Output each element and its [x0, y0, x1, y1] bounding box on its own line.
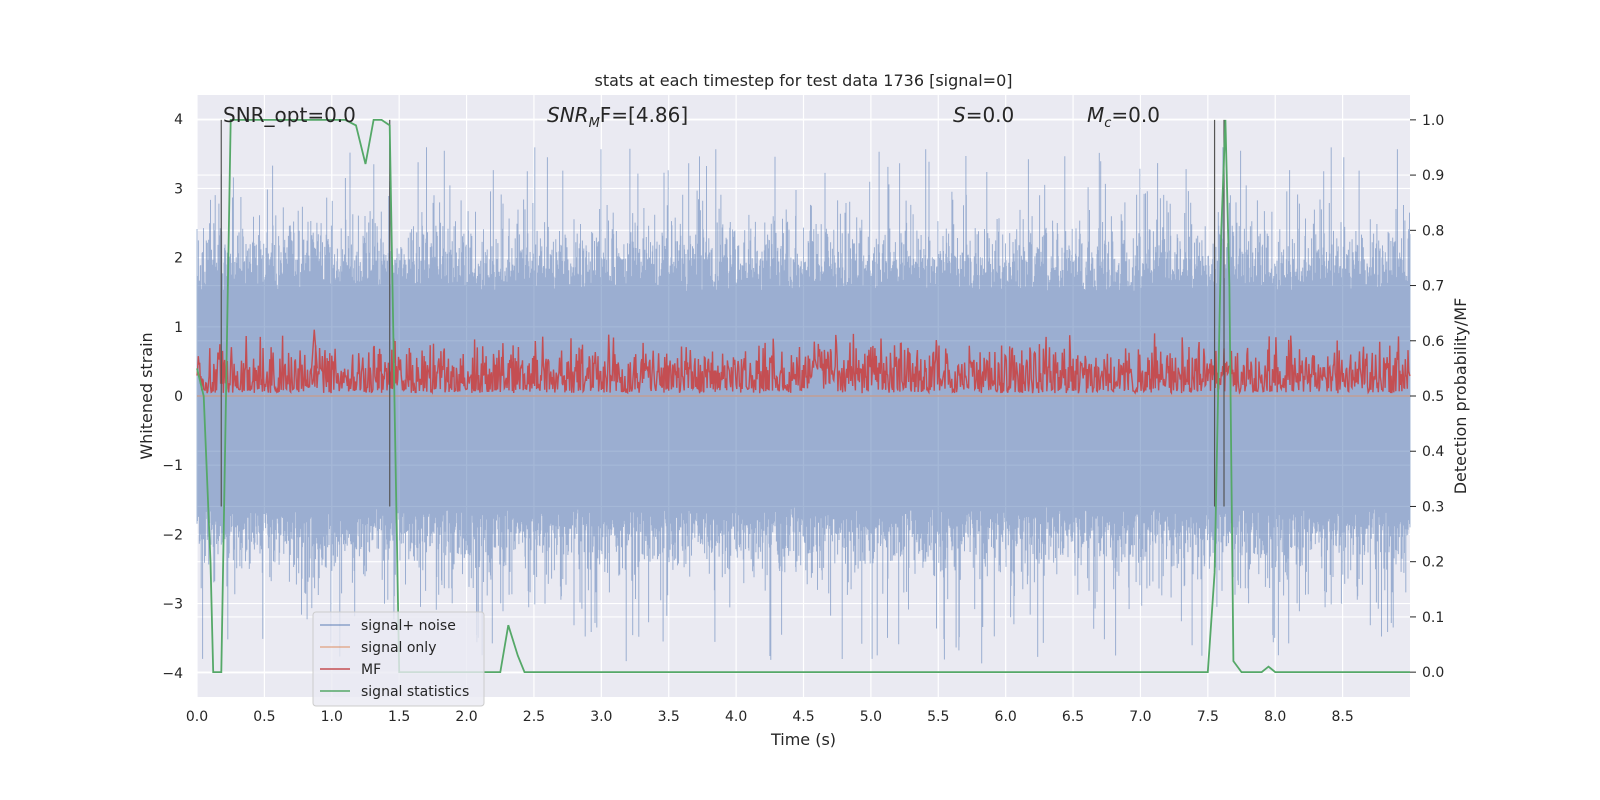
y-tick-label-right: 0.7	[1422, 279, 1444, 295]
y-tick-label-right: 0.4	[1422, 444, 1444, 460]
legend-label-signal-noise: signal+ noise	[361, 618, 456, 634]
y-tick-label-left: −3	[162, 597, 183, 613]
vertical-markers	[220, 119, 1225, 507]
x-tick-label: 1.5	[388, 709, 410, 725]
legend-label-mf: MF	[361, 662, 381, 678]
annotation-s-label: S	[953, 103, 966, 127]
signal-noise-line	[196, 147, 1411, 664]
x-tick-label: 8.0	[1264, 709, 1286, 725]
y-tick-label-left: −1	[162, 458, 183, 474]
legend-label-signal-only: signal only	[361, 640, 436, 656]
x-tick-label: 4.5	[792, 709, 814, 725]
annotation-snr-mf-rest: F=[4.86]	[600, 103, 688, 127]
legend-box	[312, 611, 485, 707]
annotation-mc-sub: c	[1104, 116, 1111, 131]
legend-label-signal-statistics: signal statistics	[361, 684, 469, 700]
mf-peak	[310, 329, 318, 374]
annotation-snr-mf-sub: M	[589, 116, 600, 131]
annotation-snr-mf-base: SNR	[547, 103, 589, 127]
y-tick-label-right: 0.8	[1422, 223, 1444, 239]
annotation-snr-opt: SNR_opt=0.0	[223, 103, 356, 127]
y-tick-label-right: 0.9	[1422, 168, 1444, 184]
x-tick-label: 0.0	[186, 709, 208, 725]
x-tick-label: 4.0	[725, 709, 747, 725]
x-axis-label: Time (s)	[770, 730, 836, 749]
y-tick-label-left: −4	[162, 666, 183, 682]
series-signal-statistics	[196, 119, 1410, 673]
y-tick-label-right: 0.6	[1422, 334, 1444, 350]
annotation-mc: Mc=0.0	[1087, 103, 1160, 131]
x-tick-label: 7.5	[1197, 709, 1219, 725]
x-tick-label: 3.0	[590, 709, 612, 725]
x-tick-label: 8.5	[1331, 709, 1353, 725]
y-tick-label-right: 1.0	[1422, 113, 1444, 129]
annotation-snr-mf: SNRMF=[4.86]	[547, 103, 688, 131]
y-tick-label-right: 0.0	[1422, 665, 1444, 681]
signal-statistics-line	[196, 119, 1410, 673]
x-tick-label: 3.5	[658, 709, 680, 725]
x-tick-label: 5.5	[927, 709, 949, 725]
y-tick-label-right: 0.5	[1422, 389, 1444, 405]
x-tick-label: 0.5	[253, 709, 275, 725]
y-tick-label-right: 0.1	[1422, 610, 1444, 626]
annotation-s: S=0.0	[953, 103, 1014, 127]
y-axis-label-left: Whitened strain	[137, 332, 156, 459]
x-tick-label: 6.5	[1062, 709, 1084, 725]
chart-title: stats at each timestep for test data 173…	[594, 71, 1012, 90]
x-tick-label: 6.0	[995, 709, 1017, 725]
x-tick-label: 5.0	[860, 709, 882, 725]
x-tick-label: 2.5	[523, 709, 545, 725]
legend: signal+ noise signal only MF signal stat…	[312, 611, 485, 707]
x-tick-label: 2.0	[455, 709, 477, 725]
y-tick-label-left: 2	[174, 251, 183, 267]
mf-line	[196, 333, 1411, 396]
series-mf	[196, 329, 1411, 396]
series-signal-noise	[196, 147, 1411, 664]
annotation-mc-base: M	[1087, 103, 1104, 127]
y-tick-label-right: 0.2	[1422, 555, 1444, 571]
x-tick-label: 7.0	[1129, 709, 1151, 725]
y-axis-label-right: Detection probability/MF	[1451, 298, 1470, 495]
annotation-mc-value: =0.0	[1111, 103, 1160, 127]
axis-ticks: 0.0 0.5 1.0 1.5 2.0 2.5 3.0 3.5 4.0 4.5 5.0 5.5 6.0 6…	[162, 112, 1444, 725]
annotation-s-value: =0.0	[966, 103, 1015, 127]
y-tick-label-left: 0	[174, 389, 183, 405]
y-tick-label-left: −2	[162, 527, 183, 543]
y-tick-label-left: 3	[174, 181, 183, 197]
x-tick-label: 1.0	[321, 709, 343, 725]
y-tick-label-left: 1	[174, 320, 183, 336]
y-tick-label-left: 4	[174, 112, 183, 128]
y-tick-label-right: 0.3	[1422, 499, 1444, 515]
